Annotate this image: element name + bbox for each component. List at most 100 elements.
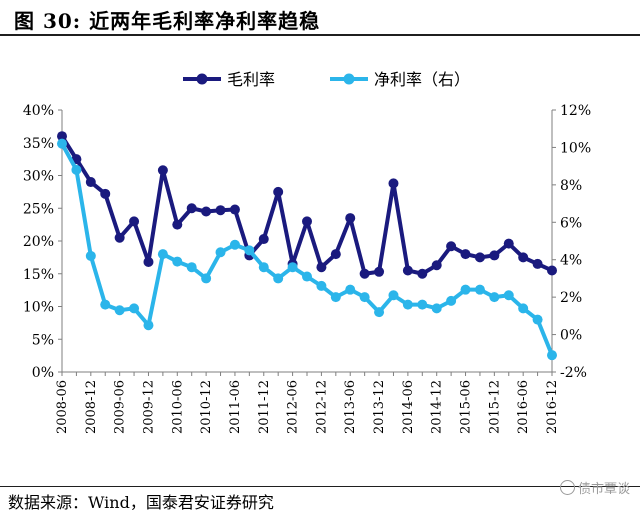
series-2-point [374,307,385,318]
x-tick-label: 2015-06 [459,380,474,434]
figure-header: 图 30: 近两年毛利率净利率趋稳 [0,0,640,36]
x-tick-label: 2008-12 [84,380,99,434]
series-2-point [489,292,500,303]
series-1-point [489,250,500,261]
x-tick-label: 2014-06 [401,380,416,434]
x-tick-label: 2016-06 [516,380,531,434]
series-2-point [503,290,514,301]
series-1-point [258,234,269,245]
series-1-point [143,256,154,267]
series-2-point [345,284,356,295]
wechat-icon [559,480,575,495]
series-2-point [244,245,255,256]
series-1-point [330,249,341,260]
x-tick-label: 2010-06 [170,380,185,434]
series-2-point [460,284,471,295]
series-2-point [100,299,111,310]
series-2-point [143,320,154,331]
x-tick-label: 2013-06 [343,380,358,434]
chart-series [57,131,557,361]
y-tick-label-right: 2% [560,290,582,306]
y-tick-label-left: 25% [23,201,54,217]
line-chart: 毛利率 净利率（右） 0%5%10%15%20%25%30%35%40%-2%0%… [23,70,591,434]
x-tick-label: 2009-12 [141,380,156,434]
series-1-point [215,205,226,216]
series-2-point [388,290,399,301]
series-2-point [215,247,226,258]
series-1-point [446,241,457,252]
x-tick-label: 2014-12 [430,380,445,434]
series-1-point [114,232,125,243]
series-2-point [172,256,183,267]
x-tick-label: 2016-12 [545,380,560,434]
x-tick-label: 2012-06 [286,380,301,434]
series-1-point [503,238,514,249]
legend: 毛利率 净利率（右） [183,70,470,89]
legend-marker-1 [196,73,208,85]
legend-marker-2 [343,73,355,85]
series-2-point [201,273,212,284]
title-rule [0,34,640,36]
series-1-point [460,249,471,260]
data-source: 数据来源：Wind，国泰君安证券研究 [8,493,274,512]
footer-rule [0,486,640,487]
series-1-point [388,178,399,189]
series-1-point [273,186,284,197]
series-1-point [316,262,327,273]
series-1-point [359,268,370,279]
series-1-point [345,213,356,224]
series-2-point [57,138,67,149]
legend-label-2: 净利率（右） [374,70,470,89]
series-1-point [57,131,67,142]
series-2-point [518,303,529,314]
x-tick-label: 2008-06 [55,380,70,434]
x-tick-label: 2009-06 [113,380,128,434]
x-tick-label: 2010-12 [199,380,214,434]
y-tick-label-right: 10% [560,140,591,156]
x-tick-label: 2012-12 [314,380,329,434]
series-2-point [417,299,428,310]
series-1-point [85,177,96,188]
series-2-point [114,305,125,316]
series-1-point [172,219,183,230]
series-line-2 [60,142,554,356]
y-tick-label-left: 20% [23,234,54,250]
series-1-point [129,216,140,227]
series-2-point [474,284,485,295]
x-tick-label: 2011-06 [228,380,243,434]
series-2-point [532,314,543,325]
series-2-point [330,292,341,303]
series-1-point [518,252,529,263]
series-2-point [157,249,168,260]
series-1-point [186,203,197,214]
series-2-point [71,164,82,175]
series-2-point [302,271,312,282]
series-1-point [229,204,240,215]
x-tick-label: 2013-12 [372,380,387,434]
watermark: 债市覃谈 [559,478,630,497]
watermark-text: 债市覃谈 [577,482,630,497]
series-1-point [302,216,312,227]
series-2-point [547,350,557,361]
series-1-point [100,188,111,199]
series-2-point [316,280,327,291]
series-2-point [359,292,370,303]
series-2-point [85,250,96,261]
legend-label-1: 毛利率 [227,70,275,89]
series-1-point [431,260,442,271]
x-tick-label: 2015-12 [487,380,502,434]
y-tick-label-left: 40% [23,103,54,119]
y-tick-label-right: 8% [560,178,582,194]
series-2-point [287,262,298,273]
series-2-point [229,239,240,250]
series-2-point [273,273,284,284]
series-2-point [431,303,442,314]
x-tick-label: 2011-12 [257,380,272,434]
series-1-point [417,268,428,279]
y-tick-label-right: 0% [560,328,582,344]
y-tick-label-right: 12% [560,103,591,119]
series-1-point [374,266,385,277]
y-tick-label-right: 6% [560,215,582,231]
series-1-point [532,258,543,269]
figure-title: 图 30: 近两年毛利率净利率趋稳 [14,9,321,33]
